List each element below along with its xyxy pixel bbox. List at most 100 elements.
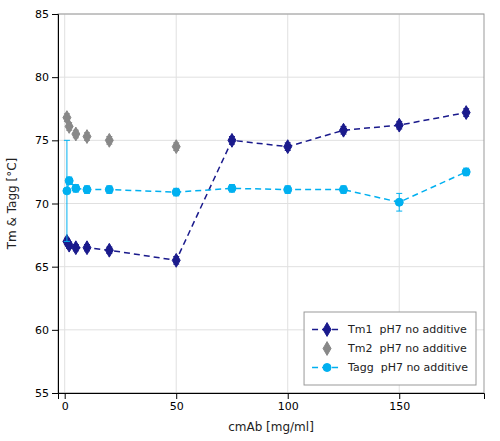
- legend-symbol: [323, 342, 331, 356]
- error-bar: [463, 168, 469, 176]
- y-tick-label: 70: [35, 198, 49, 211]
- point: [339, 186, 347, 194]
- x-tick-label: 150: [389, 400, 410, 413]
- y-axis-line: [52, 15, 59, 394]
- y-tick-mark: [52, 140, 58, 141]
- point: [83, 130, 91, 144]
- y-axis-title: Tm & Tagg [°C]: [5, 158, 19, 251]
- error-bar: [340, 186, 346, 194]
- y-tick-mark: [52, 330, 58, 331]
- point: [172, 188, 180, 196]
- series: [63, 106, 470, 268]
- chart-container: 0 50 100 150 55 60 65 70 75 80 85 cmAb [mg/ml] Tm & …: [0, 0, 500, 441]
- x-tick-mark: [65, 393, 66, 399]
- x-tick-mark: [176, 393, 177, 399]
- x-tick-mark: [399, 393, 400, 399]
- point: [83, 186, 91, 194]
- y-tick: 75: [35, 134, 58, 147]
- x-tick-mark: [288, 393, 289, 399]
- y-tick-label: 55: [35, 387, 49, 400]
- legend-label: Tm1 pH7 no additive: [347, 323, 467, 336]
- point: [172, 253, 180, 267]
- grid-line-y: [58, 203, 484, 204]
- point: [65, 177, 73, 185]
- x-axis-line: [59, 394, 485, 400]
- legend-symbol: [323, 323, 331, 337]
- x-tick-label: 50: [170, 400, 184, 413]
- x-tick: 50: [170, 393, 184, 413]
- point: [105, 186, 113, 194]
- y-axis: 55 60 65 70 75 80 85: [35, 8, 59, 400]
- series-line: [67, 113, 466, 261]
- point: [462, 106, 470, 120]
- legend: Tm1 pH7 no additive Tm2 pH7 no additive Ta…: [304, 312, 476, 385]
- point: [105, 133, 113, 147]
- x-tick: 0: [62, 393, 69, 413]
- error-bar: [173, 188, 179, 196]
- point: [395, 198, 403, 206]
- point: [228, 133, 236, 147]
- grid-line-y: [58, 140, 484, 141]
- point: [284, 140, 292, 154]
- x-axis: 0 50 100 150: [59, 393, 485, 413]
- legend-label: Tagg pH7 no additive: [347, 361, 468, 374]
- y-tick: 55: [35, 387, 58, 400]
- y-tick-label: 75: [35, 134, 49, 147]
- point: [340, 123, 348, 137]
- y-tick-mark: [52, 77, 58, 78]
- point: [72, 127, 80, 141]
- point: [172, 140, 180, 154]
- legend-label: Tm2 pH7 no additive: [347, 342, 467, 355]
- point: [395, 118, 403, 132]
- y-tick-label: 85: [35, 8, 49, 21]
- y-tick-label: 60: [35, 324, 49, 337]
- y-tick: 65: [35, 261, 58, 274]
- y-tick-label: 80: [35, 71, 49, 84]
- error-bar: [66, 177, 72, 185]
- y-tick-mark: [52, 14, 58, 15]
- legend-item: Tm1 pH7 no additive: [312, 323, 467, 337]
- error-bar: [285, 186, 291, 194]
- point: [105, 243, 113, 257]
- x-tick-label: 0: [62, 400, 69, 413]
- error-bar: [229, 185, 235, 193]
- point: [65, 120, 73, 134]
- legend-symbol: [323, 364, 331, 372]
- series: [63, 140, 470, 241]
- error-bar: [106, 186, 112, 194]
- error-bar: [396, 193, 402, 211]
- series: [63, 111, 180, 154]
- y-tick: 85: [35, 8, 58, 21]
- point: [228, 184, 236, 192]
- legend-item: Tm2 pH7 no additive: [323, 342, 467, 356]
- plot-frame: [58, 14, 484, 393]
- x-axis-title: cmAb [mg/ml]: [228, 420, 314, 434]
- legend-item: Tagg pH7 no additive: [312, 361, 468, 374]
- point: [65, 238, 73, 252]
- error-bar: [73, 185, 79, 193]
- x-tick: 150: [389, 393, 410, 413]
- legend-frame: [304, 312, 476, 385]
- series-line: [67, 172, 466, 202]
- y-tick-label: 65: [35, 261, 49, 274]
- grid-line-y: [58, 77, 484, 78]
- grid: [58, 14, 484, 393]
- x-tick-label: 100: [278, 400, 299, 413]
- plot-marks: [63, 106, 470, 268]
- y-tick: 80: [35, 71, 58, 84]
- point: [72, 184, 80, 192]
- chart-svg: 0 50 100 150 55 60 65 70 75 80 85 cmAb [mg/ml] Tm & …: [0, 0, 500, 441]
- point: [63, 187, 71, 195]
- y-tick-mark: [52, 204, 58, 205]
- error-bar: [64, 140, 70, 241]
- x-tick: 100: [278, 393, 299, 413]
- y-tick: 60: [35, 324, 58, 337]
- point: [284, 186, 292, 194]
- error-bar: [84, 186, 90, 194]
- point: [72, 241, 80, 255]
- y-tick: 70: [35, 198, 58, 211]
- y-tick-mark: [52, 393, 58, 394]
- point: [462, 168, 470, 176]
- point: [83, 241, 91, 255]
- grid-line-y: [58, 266, 484, 267]
